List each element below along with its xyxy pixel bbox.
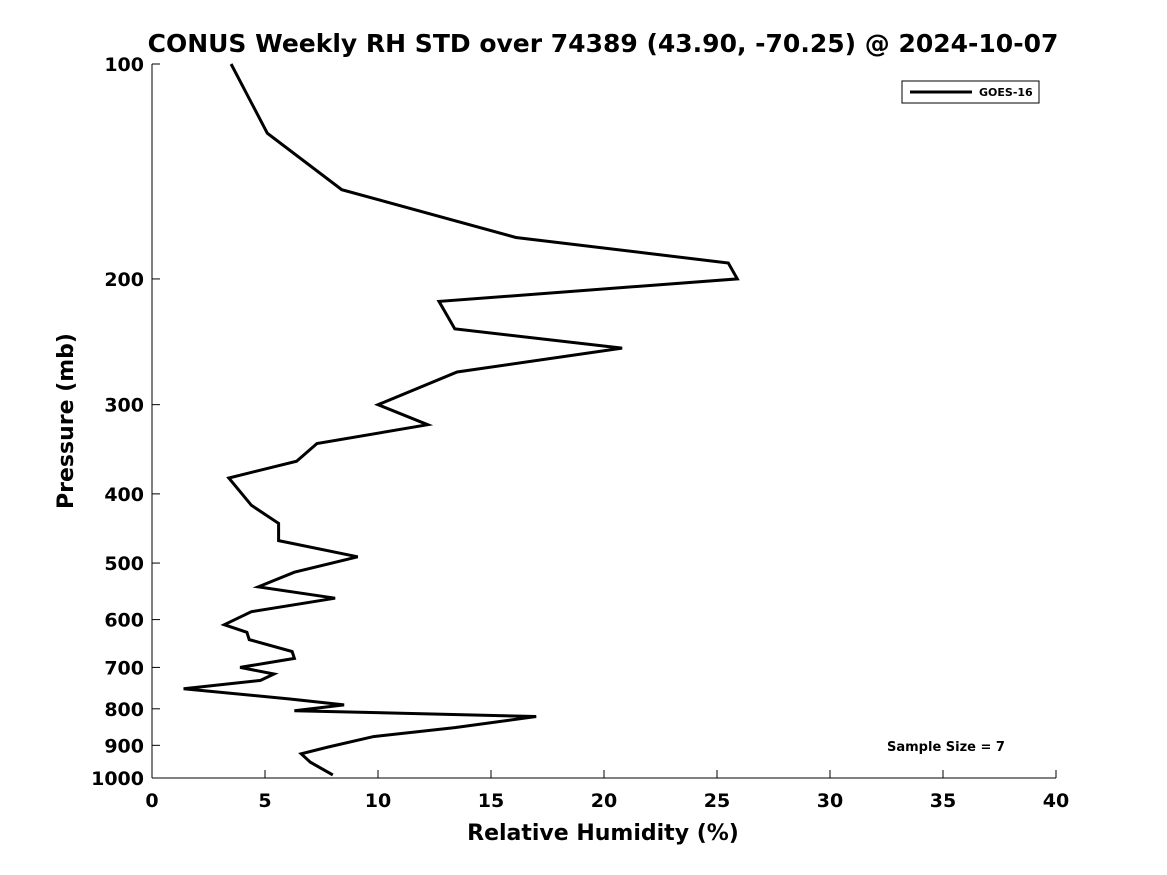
y-tick-label: 800 — [104, 699, 144, 721]
x-axis-label: Relative Humidity (%) — [467, 821, 739, 846]
y-tick-label: 600 — [104, 610, 144, 632]
y-tick-label: 900 — [104, 735, 144, 757]
series-layer — [183, 63, 740, 777]
series-line-goes-16 — [183, 63, 740, 777]
y-axis-ticks: 100 200 300 400 500 600 700 800 900 1000 — [91, 54, 160, 790]
y-tick-label: 100 — [104, 54, 144, 76]
legend: GOES-16 — [901, 80, 1040, 104]
x-tick-label: 25 — [704, 790, 730, 812]
x-tick-label: 10 — [365, 790, 391, 812]
y-tick-label: 500 — [104, 553, 144, 575]
y-tick-label: 200 — [104, 269, 144, 291]
y-tick-label: 400 — [104, 484, 144, 506]
sample-size-annotation: Sample Size = 7 — [887, 740, 1005, 755]
y-tick-label: 700 — [104, 657, 144, 679]
x-axis-ticks: 0 5 10 15 20 25 30 35 40 — [145, 770, 1069, 812]
x-tick-label: 0 — [145, 790, 158, 812]
y-axis-label: Pressure (mb) — [54, 333, 79, 509]
legend-entry-goes-16: GOES-16 — [979, 86, 1033, 99]
x-tick-label: 30 — [817, 790, 843, 812]
y-tick-label: 300 — [104, 395, 144, 417]
x-tick-label: 20 — [591, 790, 617, 812]
x-tick-label: 35 — [930, 790, 956, 812]
y-tick-label: 1000 — [91, 768, 144, 790]
axes — [151, 64, 1056, 779]
x-tick-label: 15 — [478, 790, 504, 812]
x-tick-label: 40 — [1043, 790, 1069, 812]
chart-title: CONUS Weekly RH STD over 74389 (43.90, -… — [148, 29, 1059, 58]
x-tick-label: 5 — [258, 790, 271, 812]
